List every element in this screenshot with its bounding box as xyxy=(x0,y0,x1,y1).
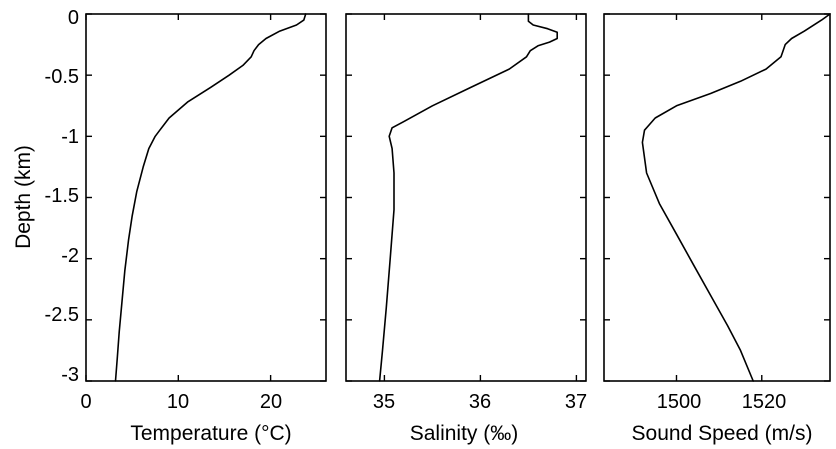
y-tick-label: -0.5 xyxy=(45,66,79,88)
y-tick-labels: 0 -0.5 -1 -1.5 -2 -2.5 -3 xyxy=(45,7,79,386)
panel-frame xyxy=(603,13,831,382)
y-tick-label: 0 xyxy=(68,7,79,29)
x-axis-title: Salinity (‰) xyxy=(410,422,519,445)
x-tick-label: 10 xyxy=(167,391,189,413)
x-tick-label: 1520 xyxy=(742,391,787,413)
y-tick-label: -2.5 xyxy=(45,304,79,326)
y-tick-label: -3 xyxy=(61,364,79,386)
y-axis-title: Depth (km) xyxy=(12,145,35,249)
x-tick-label: 36 xyxy=(469,391,491,413)
panel-frame xyxy=(345,13,587,382)
salinity-panel: 35 36 37 Salinity (‰) xyxy=(345,13,587,445)
x-ticks xyxy=(383,14,578,381)
temperature-line xyxy=(114,13,307,382)
y-ticks xyxy=(346,13,586,382)
y-tick-label: -1.5 xyxy=(45,185,79,207)
y-ticks xyxy=(86,13,326,382)
x-tick-label: 1500 xyxy=(657,391,702,413)
salinity-line xyxy=(378,13,558,382)
x-tick-label: 35 xyxy=(373,391,395,413)
y-tick-label: -1 xyxy=(61,126,79,148)
x-ticks xyxy=(675,14,763,381)
y-tick-label: -2 xyxy=(61,245,79,267)
temperature-panel: 0 10 20 Temperature (°C) xyxy=(80,13,327,445)
x-tick-label: 37 xyxy=(565,391,587,413)
x-axis-title: Temperature (°C) xyxy=(130,422,291,445)
x-tick-label: 20 xyxy=(260,391,282,413)
y-ticks xyxy=(604,13,830,382)
sound-speed-line xyxy=(641,13,831,382)
x-ticks xyxy=(85,14,272,381)
panel-frame xyxy=(85,13,327,382)
x-tick-label: 0 xyxy=(80,391,91,413)
x-axis-title: Sound Speed (m/s) xyxy=(632,422,813,445)
sound-speed-panel: 1500 1520 Sound Speed (m/s) xyxy=(603,13,831,445)
